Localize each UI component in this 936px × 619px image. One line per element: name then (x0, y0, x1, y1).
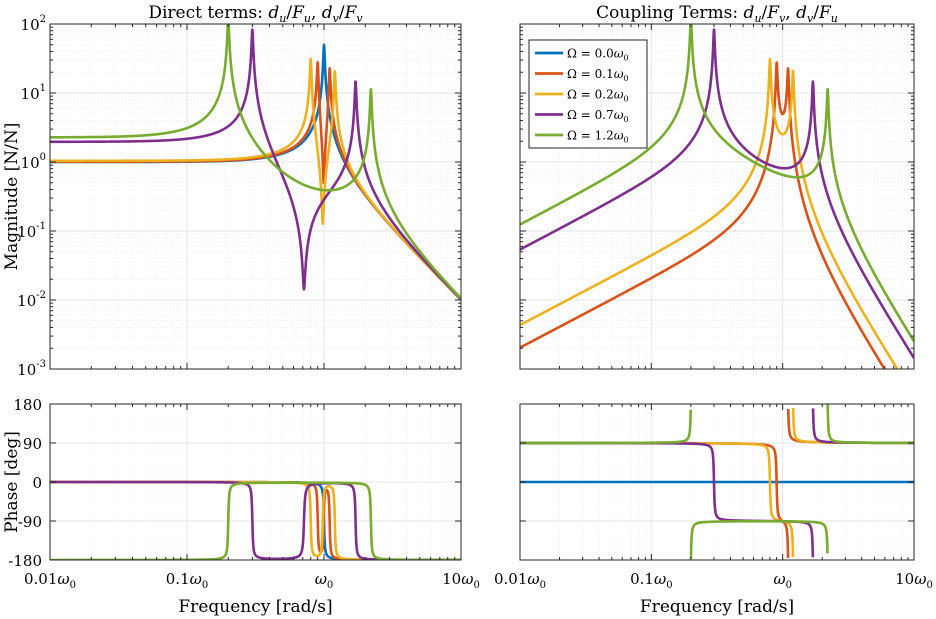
legend-entry: Ω = 0.2ω0 (567, 88, 629, 104)
y-tick-label-magnitude: 100 (21, 152, 46, 172)
y-tick-label-phase: -180 (8, 552, 42, 570)
x-tick-label: 0.1ω0 (630, 570, 672, 591)
x-tick-label: ω0 (773, 570, 792, 591)
x-tick-label: ω0 (315, 570, 334, 591)
legend: Ω = 0.0ω0 Ω = 0.1ω0 Ω = 0.2ω0 Ω = 0.7ω0 Ω = … (528, 39, 648, 149)
title-direct-terms: Direct terms: du/Fu, dv/Fv (148, 3, 363, 25)
legend-entry: Ω = 0.1ω0 (567, 67, 629, 83)
x-tick-label: 0.1ω0 (166, 570, 208, 591)
axes-panel-4: 0.01ω0 0.1ω0 ω0 10ω0 (494, 403, 933, 591)
y-tick-label-magnitude: 10-1 (17, 221, 46, 241)
x-tick-label: 10ω0 (895, 570, 933, 591)
y-tick-label-magnitude: 10-3 (17, 359, 46, 379)
magnitude-direct-line-omega-1p2 (50, 24, 461, 300)
magnitude-direct-line-omega-0p2 (50, 57, 461, 301)
phase-coupling-line-omega-1p2 (520, 404, 914, 559)
y-tick-label-phase: 180 (13, 396, 42, 414)
axes-panel-1 (49, 23, 462, 370)
ylabel-phase: Phase [deg] (2, 431, 22, 533)
legend-entry: Ω = 1.2ω0 (567, 129, 629, 145)
axes-panel-2 (519, 23, 915, 370)
legend-entry: Ω = 0.0ω0 (567, 47, 629, 63)
xlabel-frequency: Frequency [rad/s] (178, 597, 332, 617)
y-tick-label-magnitude: 101 (21, 83, 46, 103)
legend-entry: Ω = 0.7ω0 (567, 108, 629, 124)
x-tick-label: 0.01ω0 (24, 570, 76, 591)
phase-coupling-line-omega-0p1 (520, 408, 914, 558)
y-tick-label-magnitude: 102 (21, 14, 46, 34)
magnitude-direct-line-omega-0p1 (50, 60, 461, 301)
magnitude-coupling-line-omega-0p7 (520, 28, 914, 360)
y-tick-label-phase: 0 (32, 474, 42, 492)
magnitude-coupling-line-omega-1p2 (520, 24, 914, 343)
x-tick-label: 10ω0 (442, 570, 480, 591)
axes-panel-3: 0.01ω0 0.1ω0 ω0 10ω0 (24, 403, 480, 591)
magnitude-coupling-line-omega-0p2 (520, 57, 899, 369)
magnitude-coupling-line-omega-0p1 (520, 61, 887, 369)
magnitude-direct-line-omega-0p7 (50, 28, 461, 301)
y-tick-label-phase: 90 (23, 435, 42, 453)
xlabel-frequency: Frequency [rad/s] (640, 597, 794, 617)
y-tick-label-phase: -90 (18, 513, 42, 531)
ylabel-magnitude: Magnitude [N/N] (2, 123, 22, 271)
y-tick-label-magnitude: 10-2 (17, 290, 46, 310)
title-coupling-terms: Coupling Terms: du/Fv, dv/Fu (596, 3, 838, 25)
x-tick-label: 0.01ω0 (494, 570, 546, 591)
